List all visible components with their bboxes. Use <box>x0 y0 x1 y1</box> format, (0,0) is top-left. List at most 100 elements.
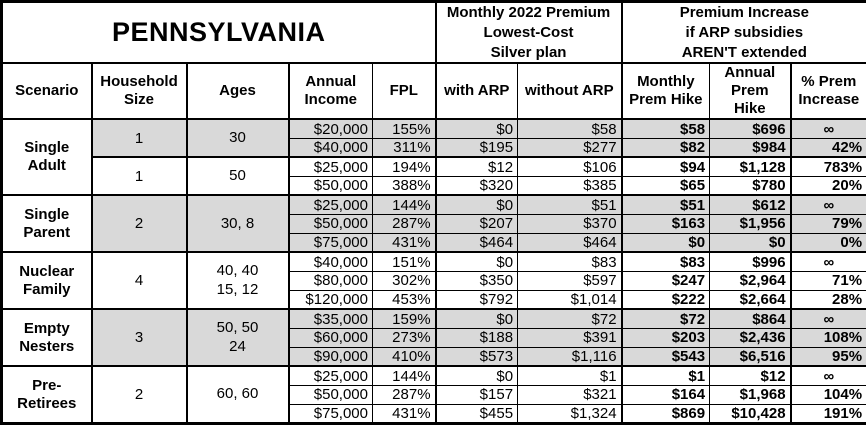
cell-annual-income: $35,000 <box>287 308 373 329</box>
cell-annual-income: $90,000 <box>287 346 373 368</box>
cell-annual-prem-hike: $696 <box>709 118 792 139</box>
cell-annual-prem-hike: $0 <box>709 232 792 254</box>
cell-annual-prem-hike: $984 <box>709 137 792 159</box>
cell-monthly-prem-hike: $94 <box>620 156 711 177</box>
cell-without-arp: $83 <box>517 251 623 272</box>
cell-pct-prem-increase: 71% <box>789 270 866 291</box>
col-header-without-arp: without ARP <box>517 62 623 121</box>
col-header-monthly-prem-hike: Monthly Prem Hike <box>620 62 711 121</box>
cell-with-arp: $350 <box>434 270 519 291</box>
cell-fpl: 194% <box>371 156 437 177</box>
cell-without-arp: $1,014 <box>517 289 623 311</box>
cell-fpl: 431% <box>371 403 437 425</box>
cell-with-arp: $195 <box>434 137 519 159</box>
cell-annual-prem-hike: $1,956 <box>709 213 792 234</box>
col-header-scenario: Scenario <box>1 62 92 121</box>
table-row: $90,000 410% $573 $1,116 $543 $6,516 95% <box>2 346 866 368</box>
cell-monthly-prem-hike: $0 <box>620 232 711 254</box>
cell-monthly-prem-hike: $72 <box>620 308 711 329</box>
table-row: $50,000 388% $320 $385 $65 $780 20% <box>2 175 866 197</box>
cell-annual-prem-hike: $864 <box>709 308 792 329</box>
column-header-row: Scenario Household Size Ages Annual Inco… <box>1 62 866 121</box>
cell-with-arp: $573 <box>434 346 519 368</box>
cell-with-arp: $12 <box>434 156 519 177</box>
state-title: PENNSYLVANIA <box>0 1 437 65</box>
cell-household-size: 2 <box>90 365 187 425</box>
cell-fpl: 311% <box>371 137 437 159</box>
cell-pct-prem-increase: 108% <box>789 327 866 348</box>
cell-household-size: 2 <box>90 194 187 254</box>
cell-with-arp: $0 <box>434 365 519 386</box>
cell-with-arp: $207 <box>434 213 519 234</box>
cell-annual-prem-hike: $2,964 <box>709 270 792 291</box>
col-header-annual-prem-hike: Annual Prem Hike <box>709 62 792 121</box>
cell-scenario: Pre-Retirees <box>1 365 92 425</box>
cell-pct-prem-increase: ∞ <box>789 308 866 329</box>
col-header-ages: Ages <box>185 62 289 121</box>
table-row: $50,000 287% $157 $321 $164 $1,968 104% <box>2 384 866 405</box>
table-row: Nuclear Family 4 40, 40 15, 12 $40,000 151% $… <box>1 251 866 311</box>
group-header-row: PENNSYLVANIA Monthly 2022 Premium Lowest… <box>0 1 866 65</box>
cell-pct-prem-increase: 42% <box>789 137 866 159</box>
cell-with-arp: $0 <box>434 194 519 215</box>
cell-with-arp: $455 <box>434 403 519 425</box>
cell-monthly-prem-hike: $1 <box>620 365 711 386</box>
cell-annual-income: $20,000 <box>287 118 373 139</box>
col-header-pct-prem-increase: % Prem Increase <box>789 62 866 121</box>
cell-ages: 50, 50 24 <box>185 308 289 368</box>
cell-fpl: 453% <box>371 289 437 311</box>
cell-annual-prem-hike: $1,968 <box>709 384 792 405</box>
cell-pct-prem-increase: 79% <box>789 213 866 234</box>
cell-pct-prem-increase: ∞ <box>789 118 866 139</box>
cell-without-arp: $277 <box>517 137 623 159</box>
cell-annual-income: $75,000 <box>287 232 373 254</box>
cell-without-arp: $370 <box>517 213 623 234</box>
table-row: $80,000 302% $350 $597 $247 $2,964 71% <box>2 270 866 291</box>
cell-with-arp: $464 <box>434 232 519 254</box>
cell-pct-prem-increase: ∞ <box>789 365 866 386</box>
table-row: Pre-Retirees 2 60, 60 $25,000 144% $0 $1 $1 $12 ∞ <box>1 365 866 425</box>
cell-pct-prem-increase: 783% <box>789 156 866 177</box>
cell-without-arp: $58 <box>517 118 623 139</box>
cell-annual-prem-hike: $12 <box>709 365 792 386</box>
cell-monthly-prem-hike: $247 <box>620 270 711 291</box>
cell-household-size: 1 <box>90 118 187 159</box>
cell-fpl: 144% <box>371 365 437 386</box>
cell-household-size: 4 <box>90 251 187 311</box>
col-header-with-arp: with ARP <box>434 62 519 121</box>
cell-pct-prem-increase: 104% <box>789 384 866 405</box>
cell-annual-income: $60,000 <box>287 327 373 348</box>
cell-fpl: 287% <box>371 213 437 234</box>
table-row: $40,000 311% $195 $277 $82 $984 42% <box>2 137 866 159</box>
cell-annual-prem-hike: $2,664 <box>709 289 792 311</box>
cell-scenario: Nuclear Family <box>1 251 92 311</box>
cell-annual-income: $25,000 <box>287 156 373 177</box>
cell-fpl: 273% <box>371 327 437 348</box>
cell-without-arp: $321 <box>517 384 623 405</box>
table-row: Empty Nesters 3 50, 50 24 $35,000 159% $0 $72 $… <box>1 308 866 368</box>
cell-annual-income: $50,000 <box>287 175 373 197</box>
cell-annual-prem-hike: $6,516 <box>709 346 792 368</box>
table-row: $75,000 431% $464 $464 $0 $0 0% <box>2 232 866 254</box>
cell-fpl: 388% <box>371 175 437 197</box>
cell-pct-prem-increase: 28% <box>789 289 866 311</box>
cell-scenario: Single Parent <box>1 194 92 254</box>
cell-pct-prem-increase: ∞ <box>789 194 866 215</box>
cell-monthly-prem-hike: $51 <box>620 194 711 215</box>
cell-without-arp: $391 <box>517 327 623 348</box>
cell-annual-income: $50,000 <box>287 213 373 234</box>
table-row: $120,000 453% $792 $1,014 $222 $2,664 28% <box>2 289 866 311</box>
col-header-household-size: Household Size <box>90 62 187 121</box>
cell-without-arp: $464 <box>517 232 623 254</box>
cell-household-size: 1 <box>90 156 187 197</box>
cell-ages: 30 <box>185 118 289 159</box>
cell-with-arp: $0 <box>434 118 519 139</box>
cell-annual-income: $120,000 <box>287 289 373 311</box>
cell-without-arp: $1,116 <box>517 346 623 368</box>
cell-with-arp: $0 <box>434 251 519 272</box>
cell-ages: 40, 40 15, 12 <box>185 251 289 311</box>
cell-annual-prem-hike: $2,436 <box>709 327 792 348</box>
cell-without-arp: $106 <box>517 156 623 177</box>
cell-annual-income: $50,000 <box>287 384 373 405</box>
cell-annual-prem-hike: $1,128 <box>709 156 792 177</box>
